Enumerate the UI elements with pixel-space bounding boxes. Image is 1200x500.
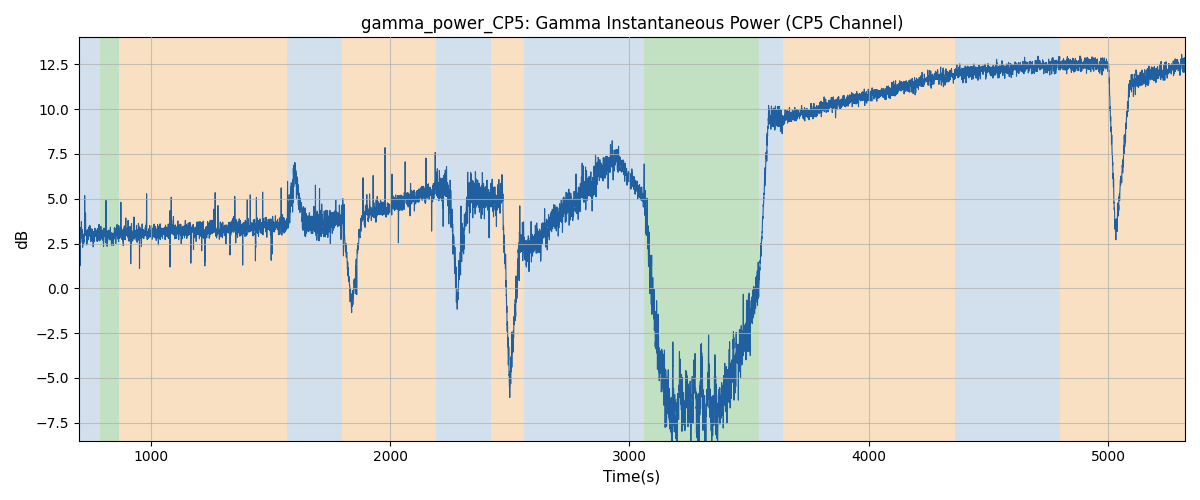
Bar — [342, 38, 436, 440]
X-axis label: Time(s): Time(s) — [604, 470, 660, 485]
Bar — [524, 38, 620, 440]
Bar — [436, 38, 491, 440]
Y-axis label: dB: dB — [14, 229, 30, 249]
Bar — [758, 38, 782, 440]
Bar — [491, 38, 524, 440]
Title: gamma_power_CP5: Gamma Instantaneous Power (CP5 Channel): gamma_power_CP5: Gamma Instantaneous Pow… — [361, 15, 904, 34]
Bar — [1061, 38, 1186, 440]
Bar — [79, 38, 101, 440]
Bar — [644, 38, 758, 440]
Bar — [120, 38, 287, 440]
Bar — [955, 38, 1061, 440]
Bar — [620, 38, 644, 440]
Bar — [782, 38, 955, 440]
Bar — [287, 38, 342, 440]
Bar — [101, 38, 120, 440]
